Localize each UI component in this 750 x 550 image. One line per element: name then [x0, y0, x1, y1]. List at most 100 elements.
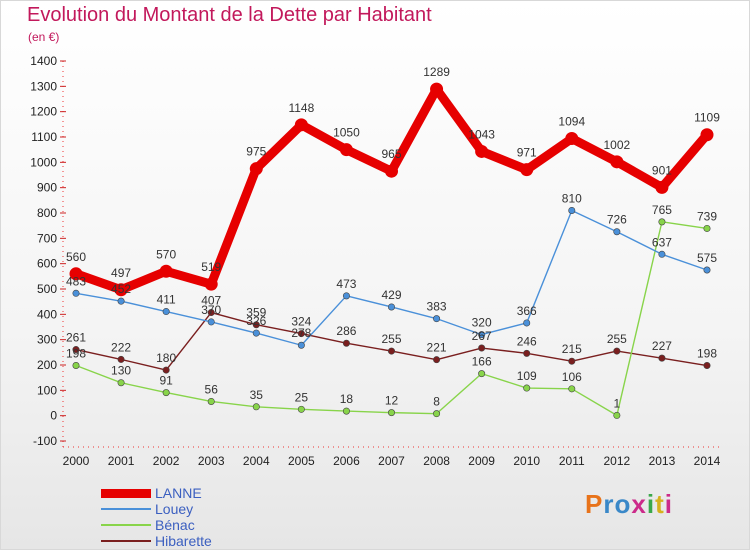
data-point-lanne — [520, 163, 534, 177]
data-point-benac — [387, 409, 395, 417]
legend-label-lanne: LANNE — [155, 485, 202, 501]
data-label-lanne: 1043 — [468, 127, 495, 141]
y-tick-label: 1200 — [30, 105, 57, 119]
x-tick-label: 2008 — [423, 454, 450, 468]
x-tick-label: 2007 — [378, 454, 405, 468]
data-label-benac: 1 — [614, 396, 621, 410]
data-label-lanne: 901 — [652, 163, 672, 177]
y-tick-label: 1000 — [30, 155, 57, 169]
chart-unit-label: (en €) — [28, 30, 60, 44]
data-label-benac: 91 — [159, 374, 173, 388]
data-label-louey: 637 — [652, 235, 672, 249]
data-label-lanne: 519 — [201, 260, 221, 274]
logo-letter: x — [631, 489, 647, 519]
chart-title: Evolution du Montant de la Dette par Hab… — [27, 4, 432, 26]
data-point-louey — [478, 331, 486, 339]
data-label-benac: 8 — [433, 395, 440, 409]
data-label-benac: 106 — [562, 370, 582, 384]
data-point-hibarette — [703, 362, 711, 370]
data-label-hibarette: 227 — [652, 339, 672, 353]
data-point-lanne — [249, 162, 263, 176]
data-point-louey — [523, 319, 531, 327]
data-label-louey: 473 — [336, 277, 356, 291]
data-label-hibarette: 221 — [427, 341, 447, 355]
data-point-hibarette — [387, 347, 395, 355]
x-tick-label: 2006 — [333, 454, 360, 468]
data-point-louey — [703, 266, 711, 274]
y-tick-label: 800 — [37, 206, 57, 220]
data-point-benac — [342, 407, 350, 415]
data-point-louey — [72, 289, 80, 297]
x-tick-label: 2011 — [559, 454, 585, 468]
data-label-louey: 726 — [607, 213, 627, 227]
data-point-benac — [252, 403, 260, 411]
data-point-benac — [523, 384, 531, 392]
data-label-benac: 56 — [205, 382, 219, 396]
data-label-benac: 739 — [697, 209, 717, 223]
data-point-louey — [613, 228, 621, 236]
data-label-louey: 366 — [517, 304, 537, 318]
data-point-louey — [162, 308, 170, 316]
series-line-louey — [75, 209, 708, 346]
chart-legend: LANNE Louey Bénac Hibarette — [101, 485, 301, 549]
data-point-lanne — [610, 155, 624, 169]
legend-label-hibarette: Hibarette — [155, 533, 212, 549]
data-label-hibarette: 180 — [156, 351, 176, 365]
data-point-benac — [207, 397, 215, 405]
data-label-lanne: 570 — [156, 247, 176, 261]
data-point-benac — [703, 224, 711, 232]
data-label-benac: 166 — [472, 355, 492, 369]
data-point-hibarette — [162, 366, 170, 374]
x-tick-label: 2010 — [513, 454, 540, 468]
data-point-louey — [252, 329, 260, 337]
y-tick-label: 200 — [37, 358, 57, 372]
data-point-hibarette — [342, 339, 350, 347]
x-tick-label: 2014 — [694, 454, 721, 468]
data-point-benac — [613, 411, 621, 419]
logo-letter: i — [664, 489, 673, 519]
data-label-benac: 25 — [295, 390, 309, 404]
y-tick-label: 700 — [37, 231, 57, 245]
data-label-lanne: 971 — [517, 146, 537, 160]
data-point-lanne — [655, 180, 669, 194]
data-label-louey: 575 — [697, 251, 717, 265]
legend-label-louey: Louey — [155, 501, 194, 517]
data-label-hibarette: 359 — [246, 306, 266, 320]
legend-swatch-lanne — [101, 488, 151, 498]
data-label-hibarette: 324 — [291, 315, 311, 329]
x-tick-label: 2005 — [288, 454, 315, 468]
data-point-lanne — [114, 283, 128, 297]
data-point-hibarette — [207, 309, 215, 317]
data-label-louey: 452 — [111, 282, 131, 296]
y-tick-label: 300 — [37, 333, 57, 347]
data-point-louey — [387, 303, 395, 311]
data-point-louey — [342, 292, 350, 300]
x-tick-label: 2012 — [604, 454, 631, 468]
data-label-hibarette: 261 — [66, 331, 86, 345]
data-point-hibarette — [252, 321, 260, 329]
data-label-lanne: 975 — [246, 145, 266, 159]
y-tick-label: -100 — [33, 434, 57, 448]
legend-item-louey: Louey — [101, 501, 301, 517]
legend-swatch-hibarette — [101, 540, 151, 542]
data-point-lanne — [475, 144, 489, 158]
data-label-lanne: 1094 — [558, 115, 585, 129]
data-label-lanne: 1109 — [694, 111, 720, 125]
data-point-benac — [162, 389, 170, 397]
y-tick-label: 1100 — [31, 130, 57, 144]
y-tick-label: 500 — [37, 282, 57, 296]
data-label-louey: 810 — [562, 191, 582, 205]
data-label-hibarette: 255 — [381, 332, 401, 346]
data-point-benac — [117, 379, 125, 387]
data-point-hibarette — [523, 349, 531, 357]
x-tick-label: 2009 — [468, 454, 495, 468]
data-label-benac: 109 — [517, 369, 537, 383]
data-label-lanne: 1002 — [604, 138, 631, 152]
data-label-benac: 18 — [340, 392, 354, 406]
data-label-lanne: 560 — [66, 250, 86, 264]
data-label-hibarette: 267 — [472, 329, 492, 343]
data-point-louey — [117, 297, 125, 305]
data-label-louey: 383 — [427, 300, 447, 314]
x-tick-label: 2001 — [108, 454, 135, 468]
